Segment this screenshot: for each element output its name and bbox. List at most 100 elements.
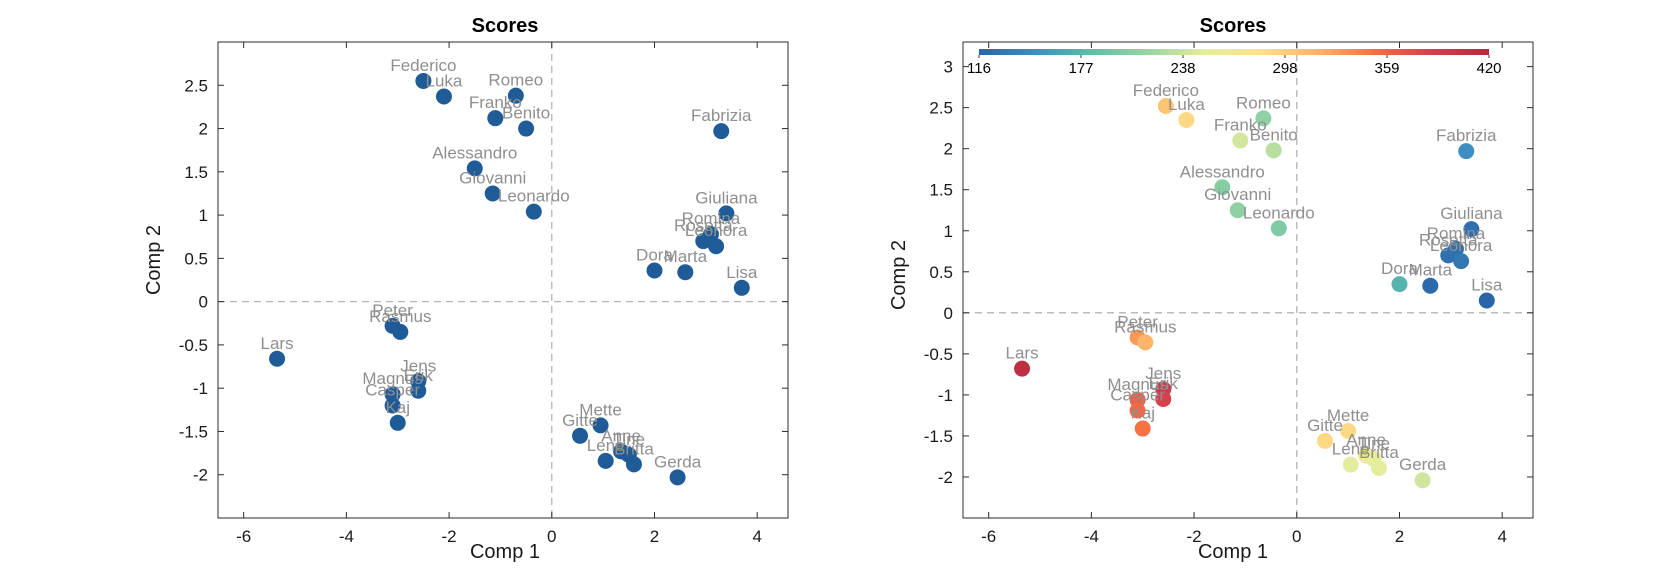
colorbar-gradient bbox=[979, 49, 1489, 55]
plot-left-xtick-label: -4 bbox=[339, 527, 354, 546]
plot-right-point-label-luka: Luka bbox=[1168, 95, 1205, 114]
plot-right-point-label-lene: Lene bbox=[1332, 440, 1370, 459]
plot-left-point-gitte bbox=[572, 427, 589, 444]
plot-right-point-rasmus bbox=[1137, 334, 1154, 351]
plot-left-point-label-romeo: Romeo bbox=[488, 71, 543, 90]
plot-left-point-benito bbox=[518, 120, 535, 137]
plot-left-point-label-gerda: Gerda bbox=[654, 452, 702, 471]
plot-left-point-erik bbox=[410, 382, 427, 399]
plot-left-point-label-magnus: Magnus bbox=[362, 369, 422, 388]
plot-left-point-label-giuliana: Giuliana bbox=[695, 188, 758, 207]
colorbar-tick-label: 177 bbox=[1068, 60, 1093, 77]
plot-left-point-rosetta bbox=[695, 233, 712, 250]
colorbar-tick-label: 359 bbox=[1374, 60, 1399, 77]
plot-left-ytick-label: -2 bbox=[193, 466, 208, 485]
plot-right-ytick-label: 2.5 bbox=[929, 99, 953, 118]
plot-right-point-alessandro bbox=[1214, 179, 1231, 196]
plot-left-point-lene bbox=[597, 452, 614, 469]
plot-right-point-label-anne: Anne bbox=[1346, 431, 1386, 450]
colorbar-tick-label: 298 bbox=[1272, 60, 1297, 77]
plot-left-point-magnus bbox=[384, 386, 401, 403]
plot-left-xtick-label: -6 bbox=[236, 527, 251, 546]
plot-right-point-casper bbox=[1129, 402, 1146, 419]
plot-left-xtick-label: 0 bbox=[547, 527, 556, 546]
plot-left-ytick-label: 0.5 bbox=[184, 249, 208, 268]
plot-left-point-label-marta: Marta bbox=[664, 247, 708, 266]
plot-left-point-giuliana bbox=[718, 205, 735, 222]
plot-right-point-label-leonardo: Leonardo bbox=[1243, 203, 1315, 222]
plot-right-point-rosetta bbox=[1440, 247, 1457, 264]
plot-left-point-lars bbox=[269, 350, 286, 367]
plot-right-point-label-alessandro: Alessandro bbox=[1180, 162, 1265, 181]
plot-left-point-label-fabrizia: Fabrizia bbox=[691, 106, 752, 125]
plot-right-point-leonora bbox=[1453, 253, 1470, 270]
plot-right-ytick-label: 2 bbox=[944, 140, 953, 159]
plot-left-ytick-label: -0.5 bbox=[179, 336, 208, 355]
plot-right-point-label-dora: Dora bbox=[1381, 259, 1418, 278]
plot-left-xtick-label: 2 bbox=[650, 527, 659, 546]
plot-left-point-label-erik: Erik bbox=[404, 366, 434, 385]
plot-right-title: Scores bbox=[1200, 15, 1267, 37]
plot-right-ytick-label: -2 bbox=[938, 468, 953, 487]
plot-right-xtick-label: -4 bbox=[1084, 527, 1099, 546]
colorbar-tick-label: 238 bbox=[1170, 60, 1195, 77]
plot-right-point-label-rosetta: Rosetta bbox=[1419, 230, 1478, 249]
plot-left-point-label-franko: Franko bbox=[469, 93, 522, 112]
plot-right-point-franko bbox=[1232, 132, 1249, 149]
plot-left-point-lisa bbox=[733, 279, 750, 296]
plot-left-point-leonardo bbox=[525, 203, 542, 220]
plot-left-point-marta bbox=[677, 264, 694, 281]
plot-right-point-dora bbox=[1391, 276, 1408, 293]
plot-left-point-gerda bbox=[669, 469, 686, 486]
colorbar-tick-label: 116 bbox=[967, 60, 991, 77]
plot-left-ytick-label: 2.5 bbox=[184, 76, 208, 95]
plot-left-point-federico bbox=[415, 72, 432, 89]
plot-left-point-franko bbox=[487, 110, 504, 127]
scatter-plot-right: Scores Comp 1 Comp 2 -6 -4 -2 0 2 4 -2 -1.5 -1 -0… bbox=[888, 15, 1534, 563]
plot-left-point-alessandro bbox=[466, 160, 483, 177]
plot-left-point-dora bbox=[646, 262, 663, 279]
plot-right-ytick-label: 1.5 bbox=[929, 181, 953, 200]
plot-right-point-giuliana bbox=[1463, 221, 1480, 238]
plot-right-ytick-label: -1 bbox=[938, 386, 953, 405]
plot-right-point-romeo bbox=[1255, 110, 1272, 127]
plot-left-xlabel: Comp 1 bbox=[470, 541, 540, 563]
plot-left-ylabel: Comp 2 bbox=[143, 225, 165, 295]
plot-right-point-label-leonora: Leonora bbox=[1430, 236, 1493, 255]
colorbar-tick-label: 420 bbox=[1476, 60, 1501, 77]
plot-right-point-gerda bbox=[1414, 472, 1431, 489]
plot-right-ylabel: Comp 2 bbox=[888, 240, 910, 310]
plot-left-point-label-romina: Romina bbox=[682, 209, 741, 228]
plot-right-point-lisa bbox=[1478, 292, 1495, 309]
plot-right-frame bbox=[962, 41, 1534, 519]
plot-right-ytick-label: 1 bbox=[944, 222, 953, 241]
plot-right-point-leonardo bbox=[1270, 220, 1287, 237]
plot-left-point-luka bbox=[435, 88, 452, 105]
plot-left-point-label-kaj: Kaj bbox=[385, 398, 410, 417]
plot-left-point-leonora bbox=[708, 238, 725, 255]
scatter-plot-left: Scores Comp 1 Comp 2 -6 -4 -2 0 2 4 -2 -1.5 -1 -0… bbox=[143, 15, 789, 563]
plot-left-frame bbox=[217, 41, 789, 519]
plot-left-zero-lines bbox=[218, 42, 788, 518]
plot-right-point-label-mette: Mette bbox=[1327, 406, 1370, 425]
plot-left-point-label-leonardo: Leonardo bbox=[498, 187, 570, 206]
plot-left-xtick-label: -2 bbox=[442, 527, 457, 546]
plot-left-point-label-britta: Britta bbox=[614, 439, 654, 458]
plot-right-xtick-label: 2 bbox=[1395, 527, 1404, 546]
plot-left-point-label-benito: Benito bbox=[502, 104, 550, 123]
plot-right-point-britta bbox=[1370, 459, 1387, 476]
plot-left-point-label-peter: Peter bbox=[372, 301, 413, 320]
plot-right-point-label-jens: Jens bbox=[1145, 364, 1181, 383]
plot-left-point-label-mette: Mette bbox=[579, 400, 622, 419]
plot-right-zero-lines bbox=[963, 42, 1533, 518]
plot-right-xtick-label: 4 bbox=[1497, 527, 1506, 546]
plot-left-point-label-federico: Federico bbox=[390, 56, 456, 75]
plot-right-point-giovanni bbox=[1229, 202, 1246, 219]
plot-left-ytick-label: 2 bbox=[199, 120, 208, 139]
plot-left-point-kaj bbox=[389, 414, 406, 431]
plot-left-point-label-jens: Jens bbox=[400, 356, 436, 375]
plot-right-point-federico bbox=[1157, 98, 1174, 115]
plot-right-xlabel: Comp 1 bbox=[1198, 541, 1268, 563]
